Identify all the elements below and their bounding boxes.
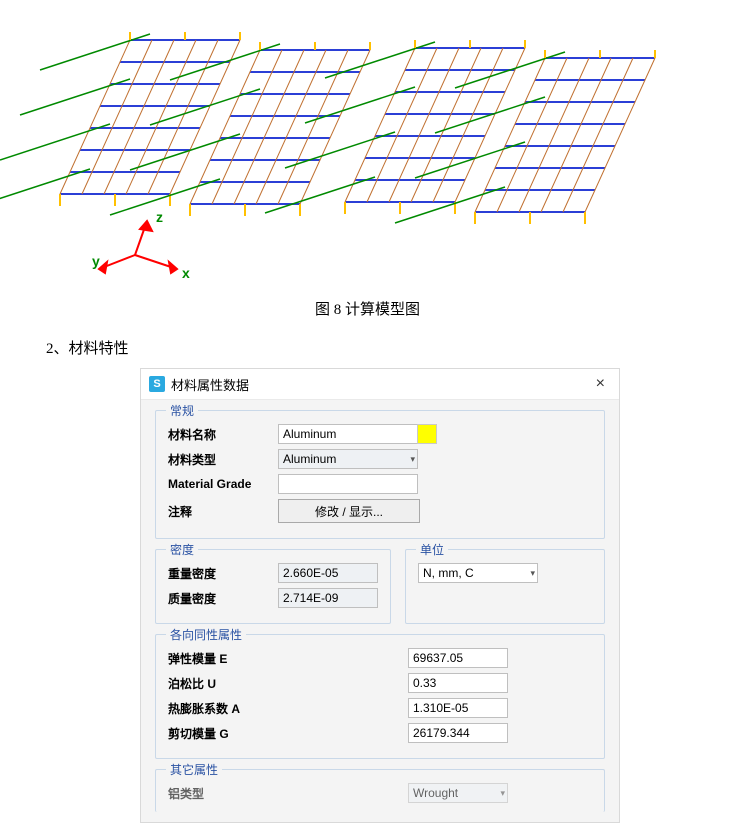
label-mass-density: 质量密度 (168, 590, 278, 607)
shear-g-input[interactable] (408, 723, 508, 743)
poisson-u-input[interactable] (408, 673, 508, 693)
label-weight-density: 重量密度 (168, 565, 278, 582)
group-isotropic: 各向同性属性 弹性模量 E 泊松比 U 热膨胀系数 A 剪切模量 G (155, 634, 605, 759)
axis-z-label: z (156, 209, 163, 225)
dialog-titlebar: S 材料属性数据 × (141, 369, 619, 400)
label-modulus-e: 弹性模量 E (168, 650, 278, 667)
figure-caption: 图 8 计算模型图 (0, 290, 735, 333)
chevron-down-icon: ▾ (410, 454, 415, 465)
units-value: N, mm, C (423, 566, 474, 580)
other-partial-combo[interactable]: Wrought ▾ (408, 783, 508, 803)
group-units-legend: 单位 (416, 541, 448, 558)
label-poisson-u: 泊松比 U (168, 675, 278, 692)
chevron-down-icon: ▾ (530, 568, 535, 579)
app-icon: S (149, 376, 165, 392)
material-type-value: Aluminum (283, 452, 336, 466)
close-icon[interactable]: × (590, 375, 611, 393)
axis-y-label: y (92, 253, 100, 269)
group-units: 单位 N, mm, C ▾ (405, 549, 605, 624)
label-notes: 注释 (168, 503, 278, 520)
group-isotropic-legend: 各向同性属性 (166, 626, 246, 643)
modify-display-button[interactable]: 修改 / 显示... (278, 499, 420, 523)
group-other: 其它属性 铝类型 Wrought ▾ (155, 769, 605, 812)
section-heading: 2、材料特性 (0, 333, 735, 368)
units-combo[interactable]: N, mm, C ▾ (418, 563, 538, 583)
label-material-grade: Material Grade (168, 477, 278, 491)
other-partial-value: Wrought (413, 786, 458, 800)
material-name-input[interactable] (278, 424, 418, 444)
label-thermal-a: 热膨胀系数 A (168, 700, 278, 717)
label-material-type: 材料类型 (168, 451, 278, 468)
axis-x-label: x (182, 265, 190, 281)
dialog-title: 材料属性数据 (171, 375, 590, 394)
color-chip[interactable] (417, 424, 437, 444)
group-density: 密度 重量密度 质量密度 (155, 549, 391, 624)
material-type-combo[interactable]: Aluminum ▾ (278, 449, 418, 469)
mass-density-input[interactable] (278, 588, 378, 608)
group-other-legend: 其它属性 (166, 761, 222, 778)
modulus-e-input[interactable] (408, 648, 508, 668)
material-grade-input[interactable] (278, 474, 418, 494)
group-general-legend: 常规 (166, 402, 198, 419)
label-shear-g: 剪切模量 G (168, 725, 278, 742)
computational-model-figure: x y z (0, 0, 735, 290)
weight-density-input[interactable] (278, 563, 378, 583)
group-density-legend: 密度 (166, 541, 198, 558)
group-general: 常规 材料名称 材料类型 Aluminum ▾ (155, 410, 605, 539)
label-material-name: 材料名称 (168, 426, 278, 443)
label-other-partial: 铝类型 (168, 785, 278, 802)
thermal-a-input[interactable] (408, 698, 508, 718)
material-property-dialog: S 材料属性数据 × 常规 材料名称 材料类型 Aluminum (140, 368, 620, 823)
chevron-down-icon: ▾ (500, 788, 505, 799)
